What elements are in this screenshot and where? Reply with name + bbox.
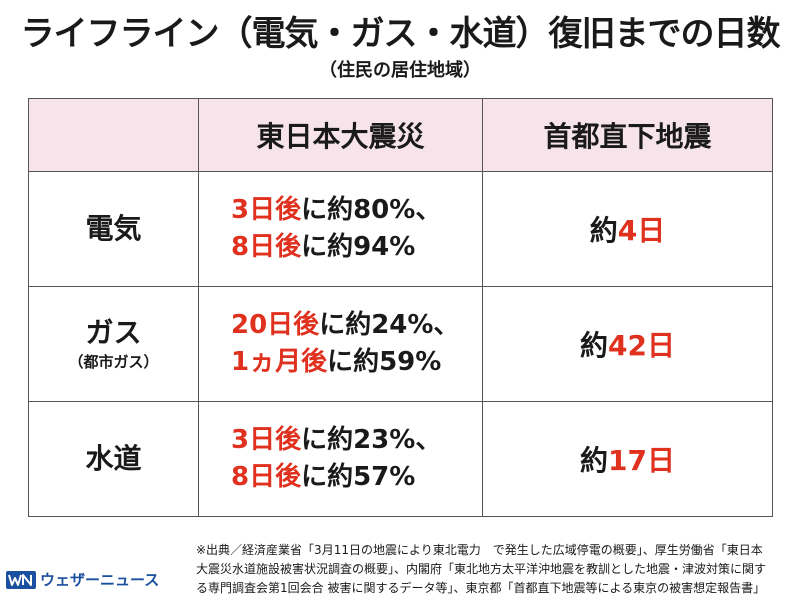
east-japan-cell: 3日後に約23%、 8日後に約57% [198, 401, 483, 517]
header-cell-capital-quake: 首都直下地震 [482, 98, 773, 172]
recovery-line: 1ヵ月後に約59% [231, 344, 482, 381]
row-label-cell: 水道 [28, 401, 199, 517]
recovery-days: 8日後 [231, 232, 302, 262]
recovery-line: 3日後に約23%、 [231, 422, 482, 459]
source-line: る専門調査会第1回会合 被害に関するデータ等」、東京都「首都直下地震等による東京… [196, 581, 766, 595]
page-title: ライフライン（電気・ガス・水道）復旧までの日数 [20, 14, 781, 54]
table-row-water: 水道 3日後に約23%、 8日後に約57% 約17日 [28, 401, 773, 517]
east-japan-cell: 20日後に約24%、 1ヵ月後に約59% [198, 286, 483, 402]
row-sublabel: （都市ガス） [68, 353, 159, 372]
recovery-rate: に約57% [301, 462, 416, 492]
row-label: 電気 [85, 212, 142, 246]
recovery-days: 3日後 [231, 195, 302, 226]
recovery-days: 20日後 [231, 310, 320, 341]
table-header-row: 東日本大震災 首都直下地震 [28, 98, 773, 172]
approx-prefix: 約 [580, 329, 609, 362]
row-label: ガス [85, 315, 142, 349]
weathernews-logo-icon [6, 570, 36, 589]
recovery-rate: に約94% [301, 232, 416, 262]
weathernews-logo: ウェザーニュース [6, 569, 159, 590]
recovery-rate: に約80%、 [301, 195, 442, 226]
row-label-cell: 電気 [28, 171, 199, 287]
lifeline-table: 東日本大震災 首都直下地震 電気 3日後に約80%、 8日後に約94% 約4日 … [28, 98, 773, 517]
page-subtitle: （住民の居住地域） [319, 60, 481, 81]
recovery-days: 3日後 [231, 425, 302, 456]
recovery-days: 8日後 [231, 462, 302, 492]
recovery-rate: に約59% [327, 347, 442, 377]
recovery-rate: に約23%、 [301, 425, 442, 456]
table-row-electricity: 電気 3日後に約80%、 8日後に約94% 約4日 [28, 171, 773, 287]
approx-prefix: 約 [580, 444, 609, 477]
east-japan-cell: 3日後に約80%、 8日後に約94% [198, 171, 483, 287]
header-cell-blank [28, 98, 199, 172]
recovery-line: 8日後に約94% [231, 229, 482, 266]
table-row-gas: ガス （都市ガス） 20日後に約24%、 1ヵ月後に約59% 約42日 [28, 286, 773, 402]
capital-quake-cell: 約4日 [482, 171, 773, 287]
recovery-days: 1ヵ月後 [231, 347, 328, 377]
recovery-line: 8日後に約57% [231, 459, 482, 496]
recovery-line: 3日後に約80%、 [231, 192, 482, 229]
recovery-line: 20日後に約24%、 [231, 307, 482, 344]
logo-text: ウェザーニュース [40, 571, 160, 589]
source-line: ※出典／経済産業省「3月11日の地震により東北電力 で発生した広域停電の概要」、… [196, 543, 763, 557]
source-line: 大震災水道施設被害状況調査の概要」、内閣府「東北地方太平洋沖地震を教訓とした地震… [196, 562, 767, 576]
approx-prefix: 約 [589, 214, 618, 247]
capital-quake-cell: 約42日 [482, 286, 773, 402]
recovery-rate: に約24%、 [319, 310, 460, 341]
row-label-cell: ガス （都市ガス） [28, 286, 199, 402]
header-cell-east-japan: 東日本大震災 [198, 98, 483, 172]
capital-days: 4日 [617, 214, 666, 247]
capital-days: 42日 [608, 329, 675, 362]
source-note: ※出典／経済産業省「3月11日の地震により東北電力 で発生した広域停電の概要」、… [196, 541, 796, 598]
capital-quake-cell: 約17日 [482, 401, 773, 517]
row-label: 水道 [85, 442, 142, 476]
capital-days: 17日 [608, 444, 675, 477]
